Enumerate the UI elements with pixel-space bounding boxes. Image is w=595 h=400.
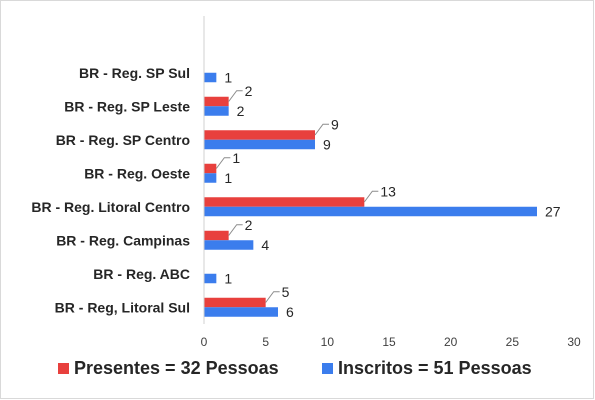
bar-presentes bbox=[204, 297, 266, 308]
data-label-presentes: 2 bbox=[245, 83, 253, 99]
category-label: BR - Reg. SP Leste bbox=[64, 98, 190, 114]
legend-label: Inscritos = 51 Pessoas bbox=[338, 358, 532, 378]
bar-inscritos bbox=[204, 307, 278, 317]
x-tick-label: 10 bbox=[321, 335, 335, 349]
legend: Presentes = 32 Pessoas Inscritos = 51 Pes… bbox=[58, 358, 532, 378]
leader-line bbox=[215, 157, 231, 169]
leader-line bbox=[363, 190, 379, 203]
leader-line bbox=[228, 224, 243, 236]
bars bbox=[204, 72, 537, 317]
data-label-presentes: 13 bbox=[380, 183, 396, 199]
bar-presentes bbox=[204, 96, 229, 107]
bar-presentes bbox=[204, 130, 315, 140]
category-label: BR - Reg. SP Sul bbox=[79, 65, 190, 81]
x-tick-label: 30 bbox=[567, 335, 581, 349]
legend-swatch bbox=[58, 363, 69, 374]
category-label: BR - Reg. ABC bbox=[93, 266, 190, 282]
category-label: BR - Reg. Campinas bbox=[56, 232, 190, 248]
category-label: BR - Reg, Litoral Sul bbox=[55, 299, 190, 315]
data-label-presentes: 5 bbox=[282, 284, 290, 300]
legend-label: Presentes = 32 Pessoas bbox=[74, 358, 279, 378]
data-label-inscritos: 1 bbox=[224, 170, 232, 186]
bar-presentes bbox=[204, 197, 365, 207]
data-label-inscritos: 9 bbox=[323, 137, 331, 153]
bar-presentes bbox=[204, 230, 229, 241]
data-label-inscritos: 1 bbox=[224, 70, 232, 86]
data-label-inscritos: 27 bbox=[545, 204, 561, 220]
x-tick-label: 15 bbox=[382, 335, 396, 349]
bar-inscritos bbox=[204, 106, 229, 116]
bar-inscritos bbox=[204, 173, 217, 183]
category-label: BR - Reg. SP Centro bbox=[56, 132, 190, 148]
category-labels: BR - Reg. SP Sul BR - Reg. SP Leste BR - R… bbox=[31, 65, 190, 316]
bar-presentes bbox=[204, 163, 217, 174]
x-tick-label: 20 bbox=[444, 335, 458, 349]
leader-line bbox=[314, 123, 329, 136]
bar-inscritos bbox=[204, 206, 537, 217]
x-axis-ticks: 0 5 10 15 20 25 30 bbox=[201, 335, 581, 349]
leader-line bbox=[265, 291, 280, 303]
data-label-inscritos: 4 bbox=[261, 237, 269, 253]
data-label-presentes: 2 bbox=[245, 217, 253, 233]
bar-inscritos bbox=[204, 273, 217, 284]
x-tick-label: 25 bbox=[506, 335, 520, 349]
leader-line bbox=[228, 90, 243, 102]
x-tick-label: 0 bbox=[201, 335, 208, 349]
x-tick-label: 5 bbox=[262, 335, 269, 349]
category-label: BR - Reg. Oeste bbox=[84, 165, 190, 181]
data-label-presentes: 9 bbox=[331, 116, 339, 132]
data-label-presentes: 1 bbox=[232, 150, 240, 166]
category-label: BR - Reg. Litoral Centro bbox=[31, 199, 190, 215]
legend-swatch bbox=[322, 363, 333, 374]
data-label-inscritos: 1 bbox=[224, 271, 232, 287]
bar-inscritos bbox=[204, 240, 254, 250]
bar-inscritos bbox=[204, 72, 217, 83]
data-label-inscritos: 6 bbox=[286, 304, 294, 320]
data-label-inscritos: 2 bbox=[237, 103, 245, 119]
bar-inscritos bbox=[204, 139, 315, 150]
